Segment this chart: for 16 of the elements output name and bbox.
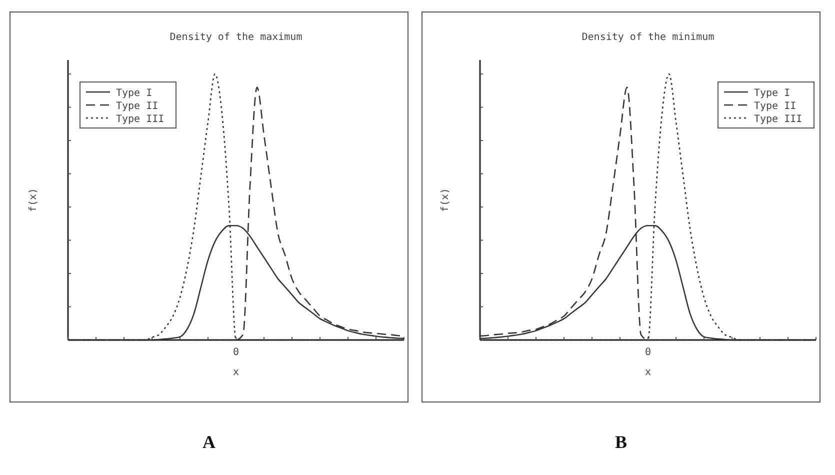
y-axis-title: f(x) — [28, 188, 39, 212]
legend-label: Type I — [116, 88, 152, 99]
legend-label: Type I — [754, 88, 790, 99]
chart-title: Density of the minimum — [582, 32, 714, 43]
x-axis-title: x — [232, 367, 240, 378]
chart-title: Density of the maximum — [170, 32, 302, 43]
legend-label: Type III — [116, 114, 164, 125]
text: 0 — [232, 347, 240, 358]
legend-label: Type III — [754, 114, 802, 125]
text: A — [202, 432, 216, 452]
text: 0 — [644, 347, 652, 358]
text: B — [614, 432, 628, 452]
legend-label: Type II — [116, 101, 158, 112]
y-axis-title: f(x) — [440, 188, 451, 212]
legend-label: Type II — [754, 101, 796, 112]
x-axis-title: x — [644, 367, 652, 378]
